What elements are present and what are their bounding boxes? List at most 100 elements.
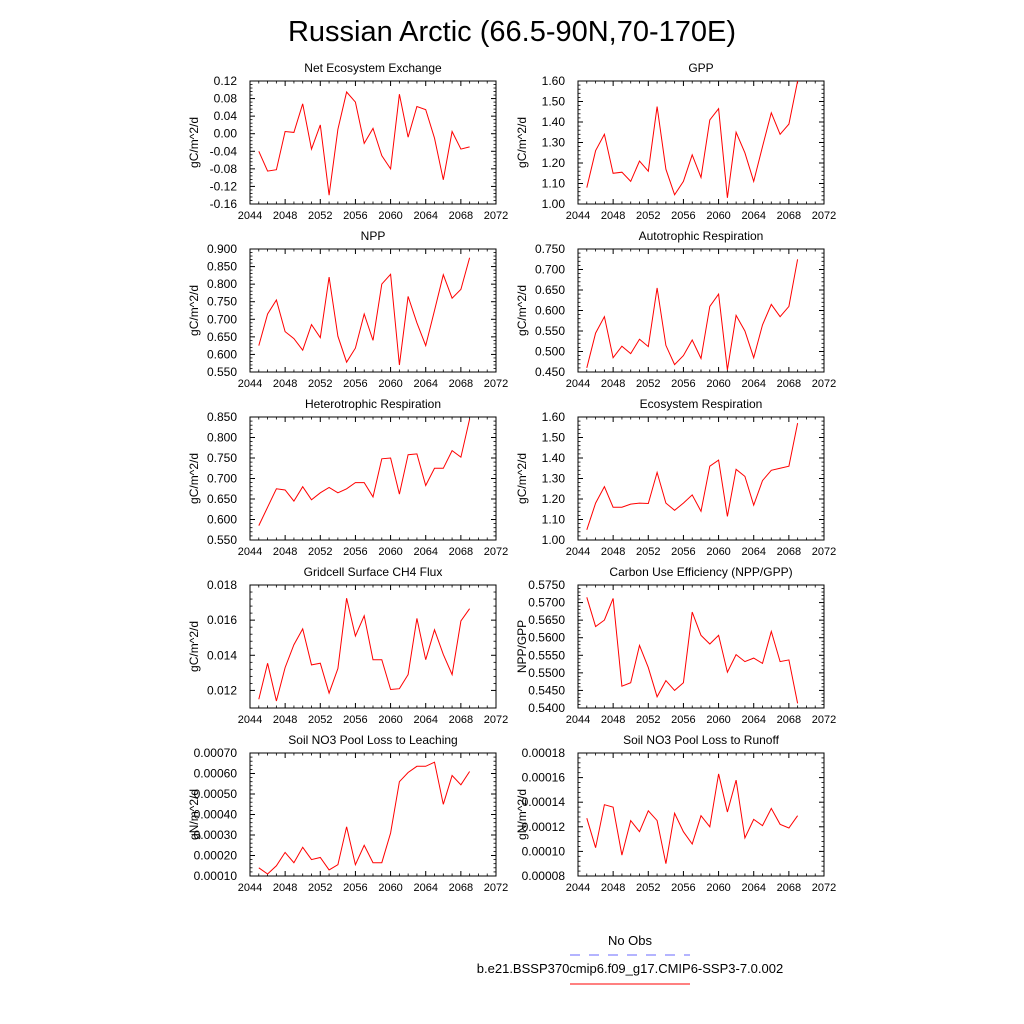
x-tick-label: 2044 — [566, 882, 590, 894]
y-tick-label: 0.00018 — [522, 746, 566, 760]
x-tick-label: 2064 — [413, 378, 437, 390]
x-tick-label: 2072 — [812, 378, 836, 390]
x-tick-label: 2068 — [777, 210, 801, 222]
y-tick-label: 1.60 — [542, 74, 566, 88]
legend-model-label: b.e21.BSSP370cmip6.f09_g17.CMIP6-SSP3-7.… — [477, 961, 783, 976]
panel-title: Soil NO3 Pool Loss to Runoff — [623, 733, 780, 747]
plot-frame — [249, 584, 497, 709]
x-tick-label: 2068 — [777, 882, 801, 894]
page-title: Russian Arctic (66.5-90N,70-170E) — [288, 16, 736, 48]
x-tick-label: 2052 — [636, 714, 660, 726]
plot-frame — [577, 584, 825, 709]
panel-title: Soil NO3 Pool Loss to Leaching — [288, 733, 457, 747]
y-tick-label: 1.40 — [542, 115, 566, 129]
x-tick-label: 2056 — [343, 546, 367, 558]
chart-panel: NPP gC/m^2/d 2044 2048 2052 2056 2060 2064 2068 2… — [187, 229, 508, 390]
x-tick-label: 2064 — [741, 546, 765, 558]
x-tick-label: 2072 — [812, 546, 836, 558]
x-tick-label: 2052 — [636, 882, 660, 894]
x-tick-label: 2048 — [601, 714, 625, 726]
y-tick-label: 0.00014 — [522, 795, 566, 809]
y-tick-label: 0.00070 — [194, 746, 238, 760]
series-line — [258, 761, 471, 875]
x-tick-label: 2048 — [273, 882, 297, 894]
y-tick-label: 0.650 — [535, 283, 565, 297]
y-tick-label: 0.450 — [535, 365, 565, 379]
y-tick-label: 0.00010 — [194, 869, 238, 883]
x-tick-label: 2068 — [449, 210, 473, 222]
y-tick-label: 1.30 — [542, 472, 566, 486]
x-tick-label: 2064 — [741, 210, 765, 222]
x-tick-label: 2044 — [238, 882, 262, 894]
y-tick-label: 0.550 — [207, 533, 237, 547]
x-tick-label: 2060 — [706, 378, 730, 390]
x-tick-label: 2048 — [601, 546, 625, 558]
chart-panel: Autotrophic Respiration gC/m^2/d 2044 2048 2… — [515, 229, 836, 390]
y-tick-label: 0.08 — [214, 92, 238, 106]
y-tick-label: 1.60 — [542, 410, 566, 424]
panel-title: Gridcell Surface CH4 Flux — [304, 565, 443, 579]
y-axis-label: gN/m^2/d — [515, 789, 529, 840]
x-tick-label: 2056 — [343, 210, 367, 222]
x-tick-label: 2044 — [566, 378, 590, 390]
y-axis-label: gC/m^2/d — [187, 453, 201, 504]
panel-title: Carbon Use Efficiency (NPP/GPP) — [609, 565, 792, 579]
y-tick-label: 0.12 — [214, 74, 238, 88]
y-tick-label: 0.650 — [207, 330, 237, 344]
x-tick-label: 2044 — [238, 210, 262, 222]
plot-frame — [249, 80, 497, 205]
y-tick-label: 0.5550 — [528, 648, 565, 662]
y-tick-label: 0.5450 — [528, 683, 565, 697]
x-tick-label: 2072 — [484, 210, 508, 222]
y-tick-label: 0.550 — [207, 365, 237, 379]
y-tick-label: 0.800 — [207, 431, 237, 445]
x-tick-label: 2072 — [812, 882, 836, 894]
series-line — [586, 259, 799, 370]
y-tick-label: 0.00060 — [194, 767, 238, 781]
y-axis-label: gC/m^2/d — [515, 117, 529, 168]
y-tick-label: 0.04 — [214, 109, 238, 123]
y-tick-label: 0.750 — [207, 295, 237, 309]
y-tick-label: 0.750 — [535, 242, 565, 256]
y-axis-label: gN/m^2/d — [187, 789, 201, 840]
series-line — [586, 80, 799, 198]
x-tick-label: 2052 — [636, 546, 660, 558]
x-tick-label: 2060 — [706, 882, 730, 894]
x-tick-label: 2052 — [636, 378, 660, 390]
x-tick-label: 2072 — [484, 714, 508, 726]
panel-title: Ecosystem Respiration — [640, 397, 763, 411]
x-tick-label: 2048 — [601, 378, 625, 390]
x-tick-label: 2060 — [378, 378, 402, 390]
x-tick-label: 2048 — [601, 882, 625, 894]
legend: No Obs b.e21.BSSP370cmip6.f09_g17.CMIP6-… — [477, 933, 783, 985]
chart-panel: Carbon Use Efficiency (NPP/GPP) NPP/GPP 20… — [515, 565, 836, 726]
y-tick-label: 0.550 — [535, 324, 565, 338]
x-tick-label: 2068 — [777, 714, 801, 726]
y-tick-label: 0.5400 — [528, 701, 565, 715]
x-tick-label: 2064 — [741, 882, 765, 894]
y-tick-label: 0.018 — [207, 578, 237, 592]
x-tick-label: 2056 — [671, 378, 695, 390]
y-axis-label: gC/m^2/d — [515, 285, 529, 336]
x-tick-label: 2044 — [238, 546, 262, 558]
series-line — [258, 90, 470, 196]
x-tick-label: 2064 — [741, 378, 765, 390]
x-tick-label: 2064 — [413, 714, 437, 726]
x-tick-label: 2052 — [636, 210, 660, 222]
x-tick-label: 2072 — [812, 210, 836, 222]
series-line — [258, 418, 471, 526]
x-tick-label: 2072 — [484, 378, 508, 390]
y-tick-label: 0.014 — [207, 648, 237, 662]
chart-panel: GPP gC/m^2/d 2044 2048 2052 2056 2060 2064 2068 2… — [515, 61, 836, 222]
chart-panel: Soil NO3 Pool Loss to Runoff gN/m^2/d 2044… — [515, 733, 836, 894]
x-tick-label: 2060 — [706, 210, 730, 222]
x-tick-label: 2052 — [308, 882, 332, 894]
y-tick-label: 0.00012 — [522, 820, 566, 834]
x-tick-label: 2060 — [706, 546, 730, 558]
y-tick-label: 0.600 — [535, 304, 565, 318]
chart-panels: Net Ecosystem Exchange gC/m^2/d 2044 2048 20… — [187, 61, 836, 894]
x-tick-label: 2052 — [308, 714, 332, 726]
x-tick-label: 2068 — [449, 546, 473, 558]
x-tick-label: 2068 — [449, 378, 473, 390]
